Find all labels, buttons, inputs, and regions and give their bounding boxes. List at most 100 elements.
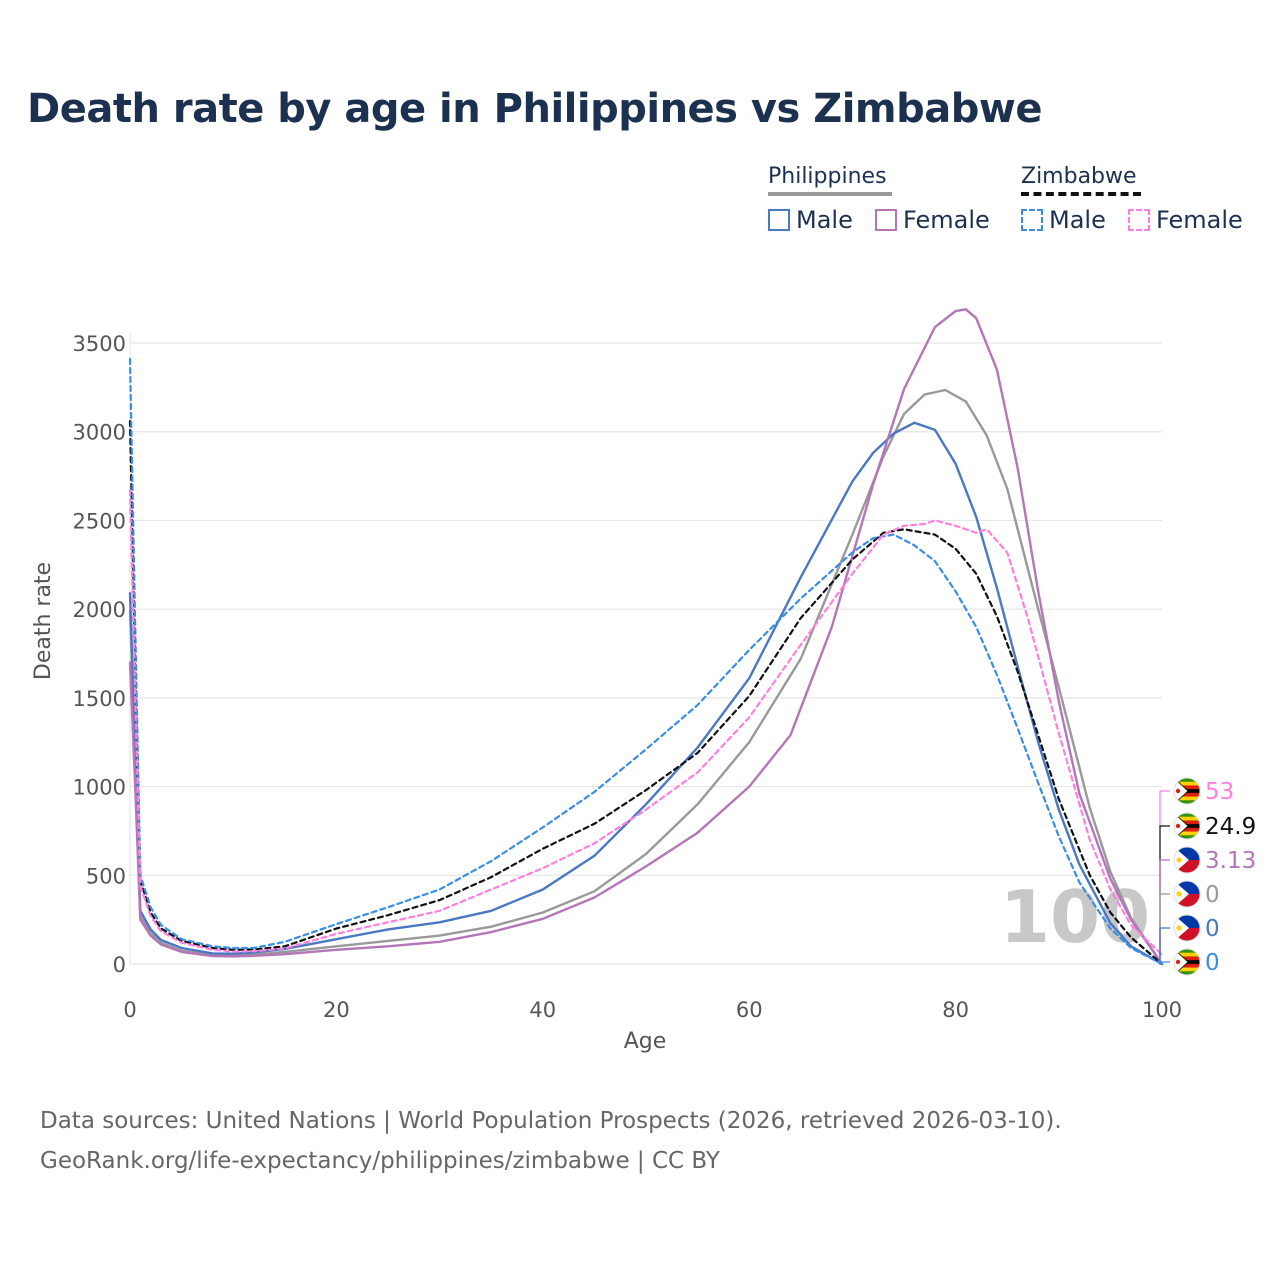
y-tick-label: 500: [86, 864, 126, 888]
flag-stripe: [1174, 778, 1200, 783]
end-labels: 53 24.9 3.13 0 0 0: [1159, 777, 1256, 976]
flag-sun: [1176, 857, 1182, 863]
x-axis-ticks: 0 20 40 60 80 100: [123, 998, 1182, 1022]
x-axis-label: Age: [624, 1029, 667, 1054]
flag-stripe: [1174, 827, 1200, 832]
flag-stripe: [1174, 952, 1200, 957]
end-label-group: 0: [1173, 948, 1220, 976]
flag-outline: [1173, 812, 1201, 840]
flag-outline: [1173, 777, 1201, 805]
current-age-watermark: 100: [1000, 875, 1150, 959]
series-lines: [128, 308, 1164, 966]
swatch-icon: [768, 209, 790, 231]
legend-underline-zimbabwe: [1021, 192, 1141, 196]
x-tick-label: 60: [736, 998, 763, 1022]
flag-triangle: [1174, 949, 1189, 975]
flag-stripe: [1174, 785, 1200, 790]
series-line-philippines-female: [128, 308, 1164, 966]
legend-group-philippines: Philippines: [768, 164, 887, 189]
grid-lines: [129, 333, 1162, 965]
flag-stripe: [1174, 956, 1200, 961]
flag-star: [1175, 823, 1181, 829]
end-label-value: 0: [1205, 950, 1220, 976]
zimbabwe-flag-icon: [1174, 949, 1200, 975]
philippines-flag-icon: [1174, 915, 1200, 941]
y-tick-label: 2500: [73, 509, 126, 533]
chart-title: Death rate by age in Philippines vs Zimb…: [27, 86, 1042, 132]
end-label-connector: [1159, 825, 1170, 965]
x-tick-label: 20: [323, 998, 350, 1022]
y-tick-label: 2000: [73, 598, 126, 622]
legend-label: Male: [796, 206, 853, 234]
x-tick-label: 40: [529, 998, 556, 1022]
flag-stripe: [1174, 949, 1200, 954]
flag-star: [1175, 788, 1181, 794]
end-label-group: 24.9: [1173, 812, 1256, 840]
series-line-philippines-male: [128, 421, 1164, 966]
flag-outline: [1173, 948, 1201, 976]
legend-item-philippines-female[interactable]: Female: [875, 206, 990, 234]
legend-item-philippines-male[interactable]: Male: [768, 206, 853, 234]
flag-outline: [1173, 846, 1201, 874]
legend-group-zimbabwe: Zimbabwe: [1021, 164, 1137, 189]
end-label-group: 3.13: [1173, 846, 1256, 874]
legend-label: Female: [903, 206, 990, 234]
flag-stripe: [1174, 967, 1200, 972]
flag-triangle: [1174, 813, 1189, 839]
x-tick-label: 80: [942, 998, 969, 1022]
end-label-connector: [1159, 790, 1170, 956]
flag-stripe: [1174, 796, 1200, 801]
end-label-value: 0: [1205, 882, 1220, 908]
legend-underline-philippines: [768, 192, 892, 196]
flag-outline: [1173, 880, 1201, 908]
end-label-group: 53: [1173, 777, 1234, 805]
footer-link[interactable]: GeoRank.org/life-expectancy/philippines/…: [40, 1148, 720, 1174]
end-label-value: 24.9: [1205, 814, 1256, 840]
x-tick-label: 0: [123, 998, 136, 1022]
end-label-group: 0: [1173, 914, 1220, 942]
flag-stripe: [1174, 800, 1200, 804]
x-tick-label: 100: [1142, 998, 1182, 1022]
flag-stripe: [1174, 781, 1200, 786]
y-tick-label: 3500: [73, 332, 126, 356]
zimbabwe-flag-icon: [1174, 813, 1200, 839]
legend-label: Male: [1049, 206, 1106, 234]
flag-triangle: [1174, 778, 1189, 804]
swatch-icon: [1128, 209, 1150, 231]
flag-stripe: [1174, 963, 1200, 968]
legend-item-zimbabwe-male[interactable]: Male: [1021, 206, 1106, 234]
flag-stripe: [1174, 792, 1200, 797]
flag-stripe: [1174, 816, 1200, 821]
end-label-value: 53: [1205, 779, 1234, 805]
y-tick-label: 3000: [73, 421, 126, 445]
end-label-connector: [1159, 927, 1170, 965]
end-label-connector: [1159, 961, 1170, 965]
legend-item-zimbabwe-female[interactable]: Female: [1128, 206, 1243, 234]
flag-stripe: [1174, 971, 1200, 975]
swatch-icon: [875, 209, 897, 231]
flag-stripe: [1174, 831, 1200, 836]
flag-outline: [1173, 914, 1201, 942]
series-line-zimbabwe-male: [128, 357, 1164, 966]
flag-star: [1175, 959, 1181, 965]
y-tick-label: 1500: [73, 687, 126, 711]
philippines-flag-icon: [1174, 847, 1200, 873]
series-line-zimbabwe-female: [128, 489, 1164, 956]
y-axis-ticks: 0 500 1000 1500 2000 2500 3000 3500: [73, 332, 126, 977]
flag-sun: [1176, 925, 1182, 931]
end-label-value: 0: [1205, 916, 1220, 942]
end-label-value: 3.13: [1205, 848, 1256, 874]
flag-sun: [1176, 891, 1182, 897]
flag-stripe: [1174, 813, 1200, 818]
legend-label: Female: [1156, 206, 1243, 234]
flag-stripe: [1174, 820, 1200, 825]
philippines-flag-icon: [1174, 881, 1200, 907]
y-axis-label: Death rate: [31, 562, 56, 680]
flag-stripe: [1174, 835, 1200, 839]
y-tick-label: 0: [113, 953, 126, 977]
series-line-zimbabwe-total: [128, 420, 1164, 966]
footer-source: Data sources: United Nations | World Pop…: [40, 1108, 1062, 1134]
y-tick-label: 1000: [73, 776, 126, 800]
swatch-icon: [1021, 209, 1043, 231]
